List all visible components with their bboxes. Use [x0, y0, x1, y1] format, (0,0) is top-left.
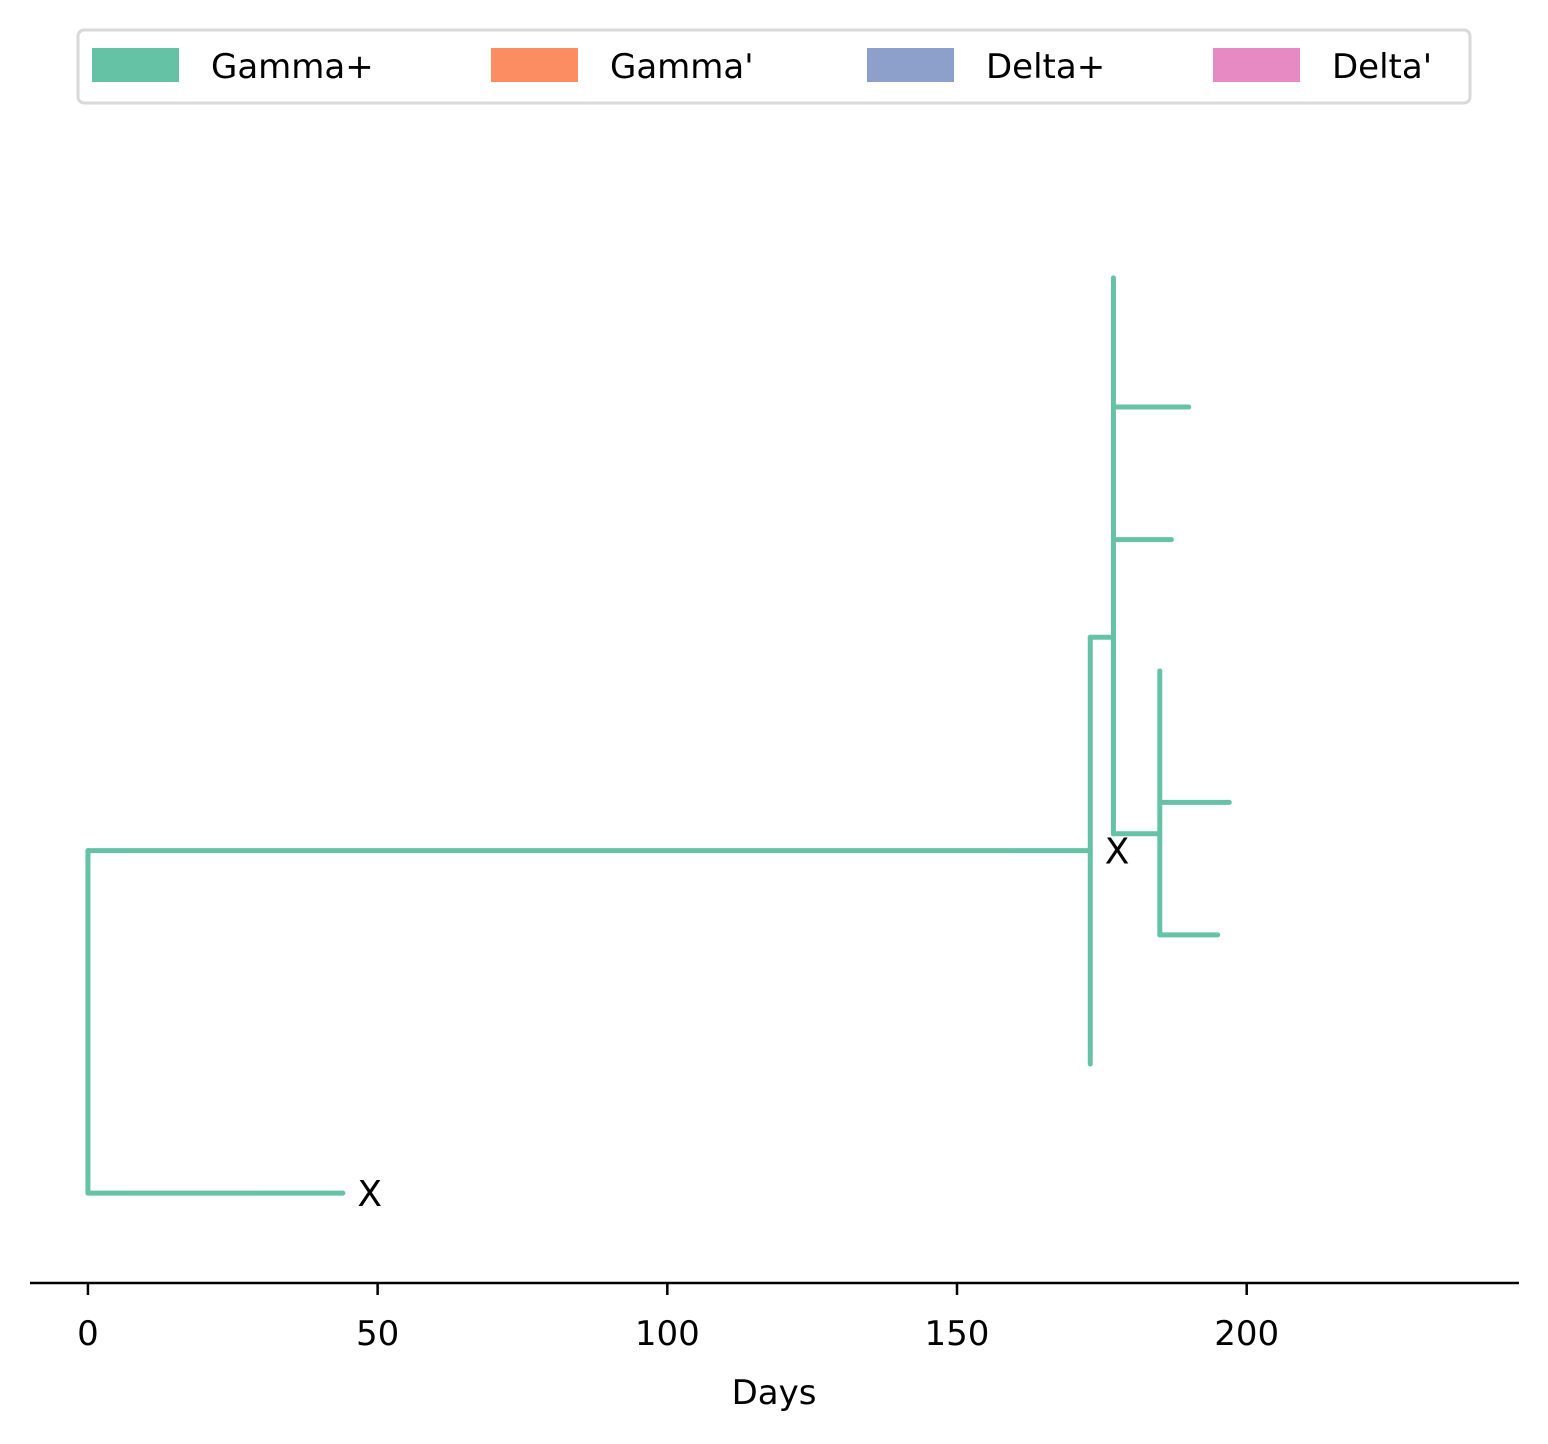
x-axis: 0 50 100 150 200 Days — [30, 1281, 1519, 1413]
legend-swatch — [1213, 48, 1300, 82]
tree-markers: XX — [357, 832, 1129, 1216]
legend-item: Delta+ — [867, 47, 1105, 87]
legend-item: Gamma' — [491, 47, 754, 87]
legend-item: Gamma+ — [92, 47, 374, 87]
legend-frame — [76, 28, 1472, 105]
x-axis-label: Days — [732, 1373, 817, 1413]
x-tick-label: 0 — [77, 1314, 99, 1354]
x-tick-label: 100 — [635, 1314, 700, 1354]
x-tick-label: 50 — [356, 1314, 399, 1354]
legend-label: Gamma' — [610, 47, 754, 87]
legend-swatch — [491, 48, 578, 82]
legend-label: Delta' — [1332, 47, 1432, 87]
legend: Gamma+ Gamma' Delta+ Delta' — [76, 28, 1472, 105]
tree-branches — [85, 275, 1232, 1196]
legend-label: Gamma+ — [211, 47, 374, 87]
legend-swatch — [867, 48, 954, 82]
marker-lower: X — [357, 1174, 382, 1215]
legend-item: Delta' — [1213, 47, 1432, 87]
legend-label: Delta+ — [986, 47, 1105, 87]
x-tick-label: 200 — [1214, 1314, 1279, 1354]
x-tick-label: 150 — [925, 1314, 990, 1354]
marker-main: X — [1105, 832, 1130, 873]
legend-swatch — [92, 48, 179, 82]
